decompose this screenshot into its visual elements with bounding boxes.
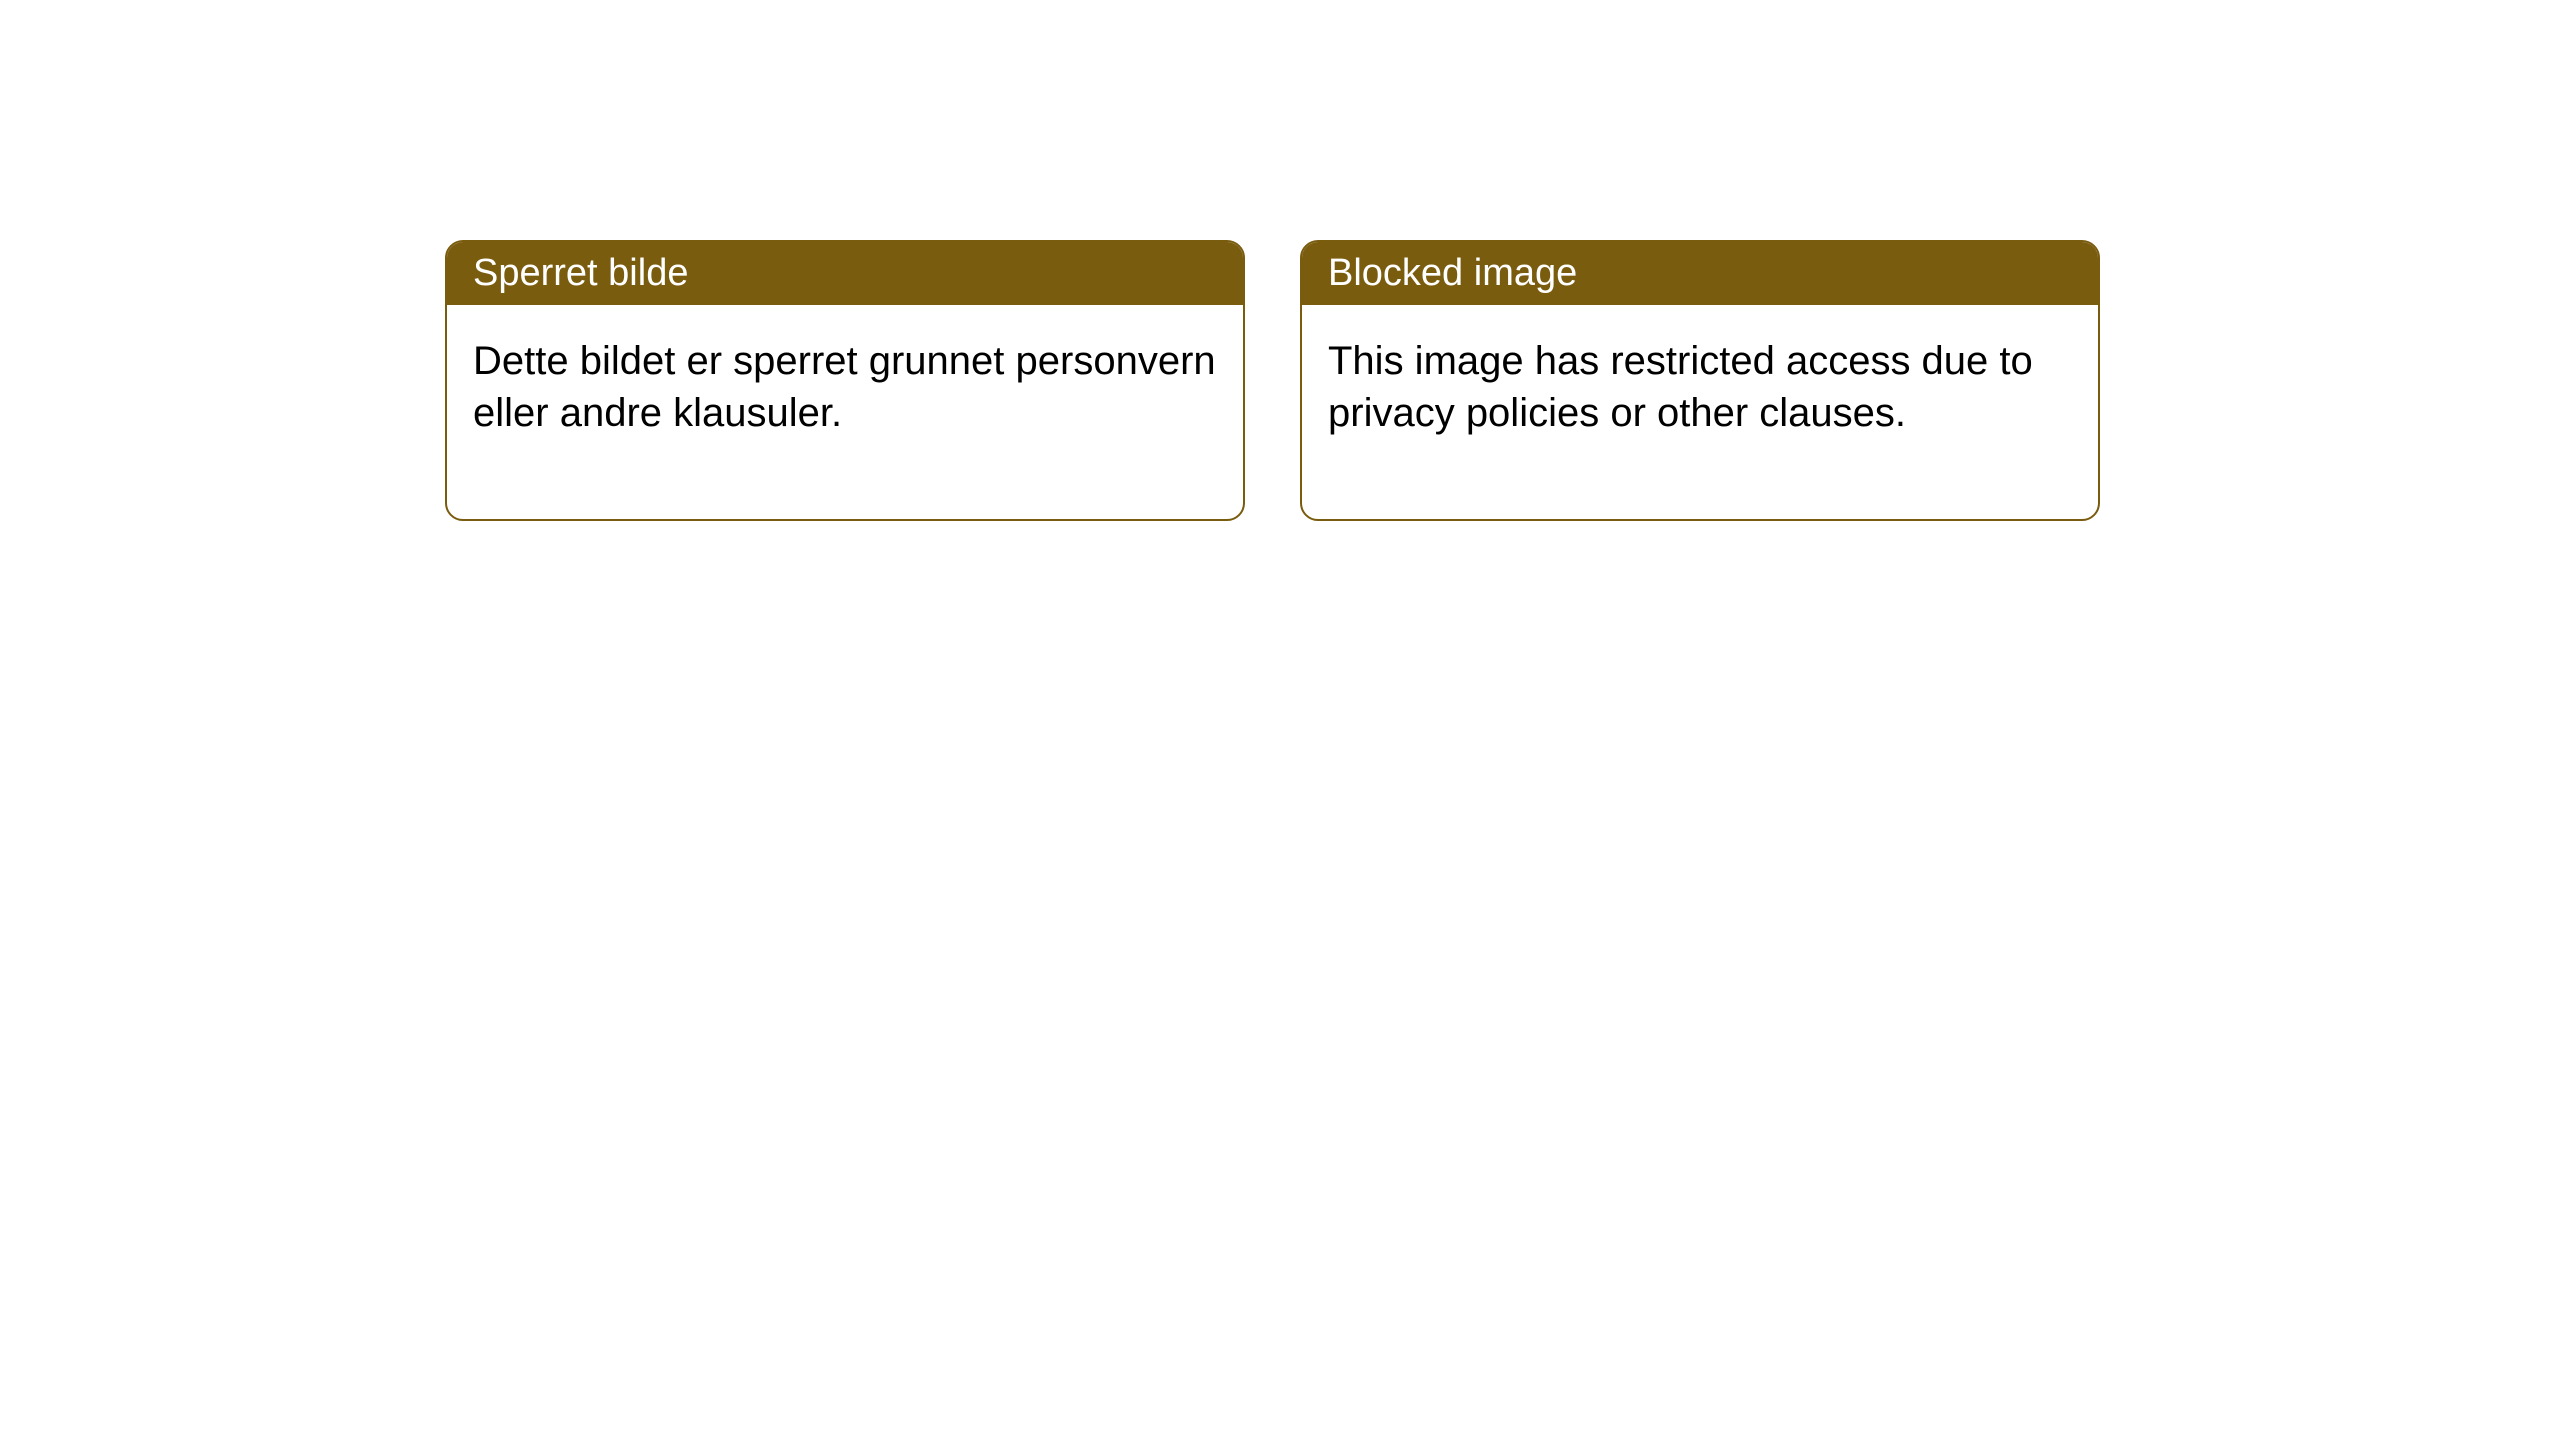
notice-card-english: Blocked image This image has restricted …: [1300, 240, 2100, 521]
notice-body-norwegian: Dette bildet er sperret grunnet personve…: [447, 305, 1243, 519]
notice-card-norwegian: Sperret bilde Dette bildet er sperret gr…: [445, 240, 1245, 521]
notice-header-norwegian: Sperret bilde: [447, 242, 1243, 305]
notice-container: Sperret bilde Dette bildet er sperret gr…: [0, 0, 2560, 521]
notice-body-english: This image has restricted access due to …: [1302, 305, 2098, 519]
notice-header-english: Blocked image: [1302, 242, 2098, 305]
